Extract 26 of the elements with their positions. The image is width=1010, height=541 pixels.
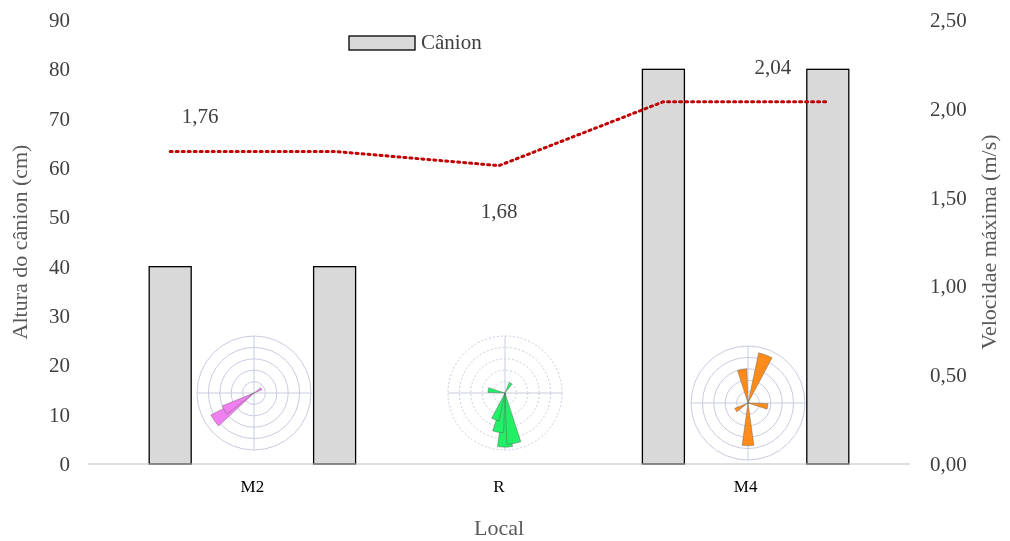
y2-axis-title: Velocidae máxima (m/s) [976,134,1001,350]
text: M4 [733,477,758,496]
y-axis-title: Altura do cânion (cm) [7,144,32,340]
y-tick-label: 80 [49,57,70,82]
y2-tick-label: 2,00 [930,96,967,121]
y2-tick-label: 1,00 [930,274,967,299]
data-label: 2,04 [754,54,792,79]
legend-label: Cânion [421,30,483,54]
y2-tick-label: 0,50 [930,363,967,388]
y-tick-label: 20 [49,353,70,378]
y2-tick-label: 1,50 [930,185,967,210]
y-tick-label: 0 [59,452,70,476]
text: M2 [240,477,265,496]
data-label: 1,68 [480,198,518,223]
y-tick-label: 10 [49,402,70,427]
y-tick-label: 50 [49,205,70,230]
x-axis-title: Local [473,515,525,540]
x-tick-label: R [493,477,506,496]
y2-tick-label: 0,00 [930,452,967,476]
y-tick-label: 40 [49,254,70,279]
y2-tick-label: 2,50 [930,8,967,32]
y-tick-label: 90 [49,8,70,32]
y-tick-label: 30 [49,304,70,328]
data-label: 1,76 [181,104,219,129]
y-tick-label: 70 [49,106,70,131]
y-tick-label: 60 [49,156,70,180]
